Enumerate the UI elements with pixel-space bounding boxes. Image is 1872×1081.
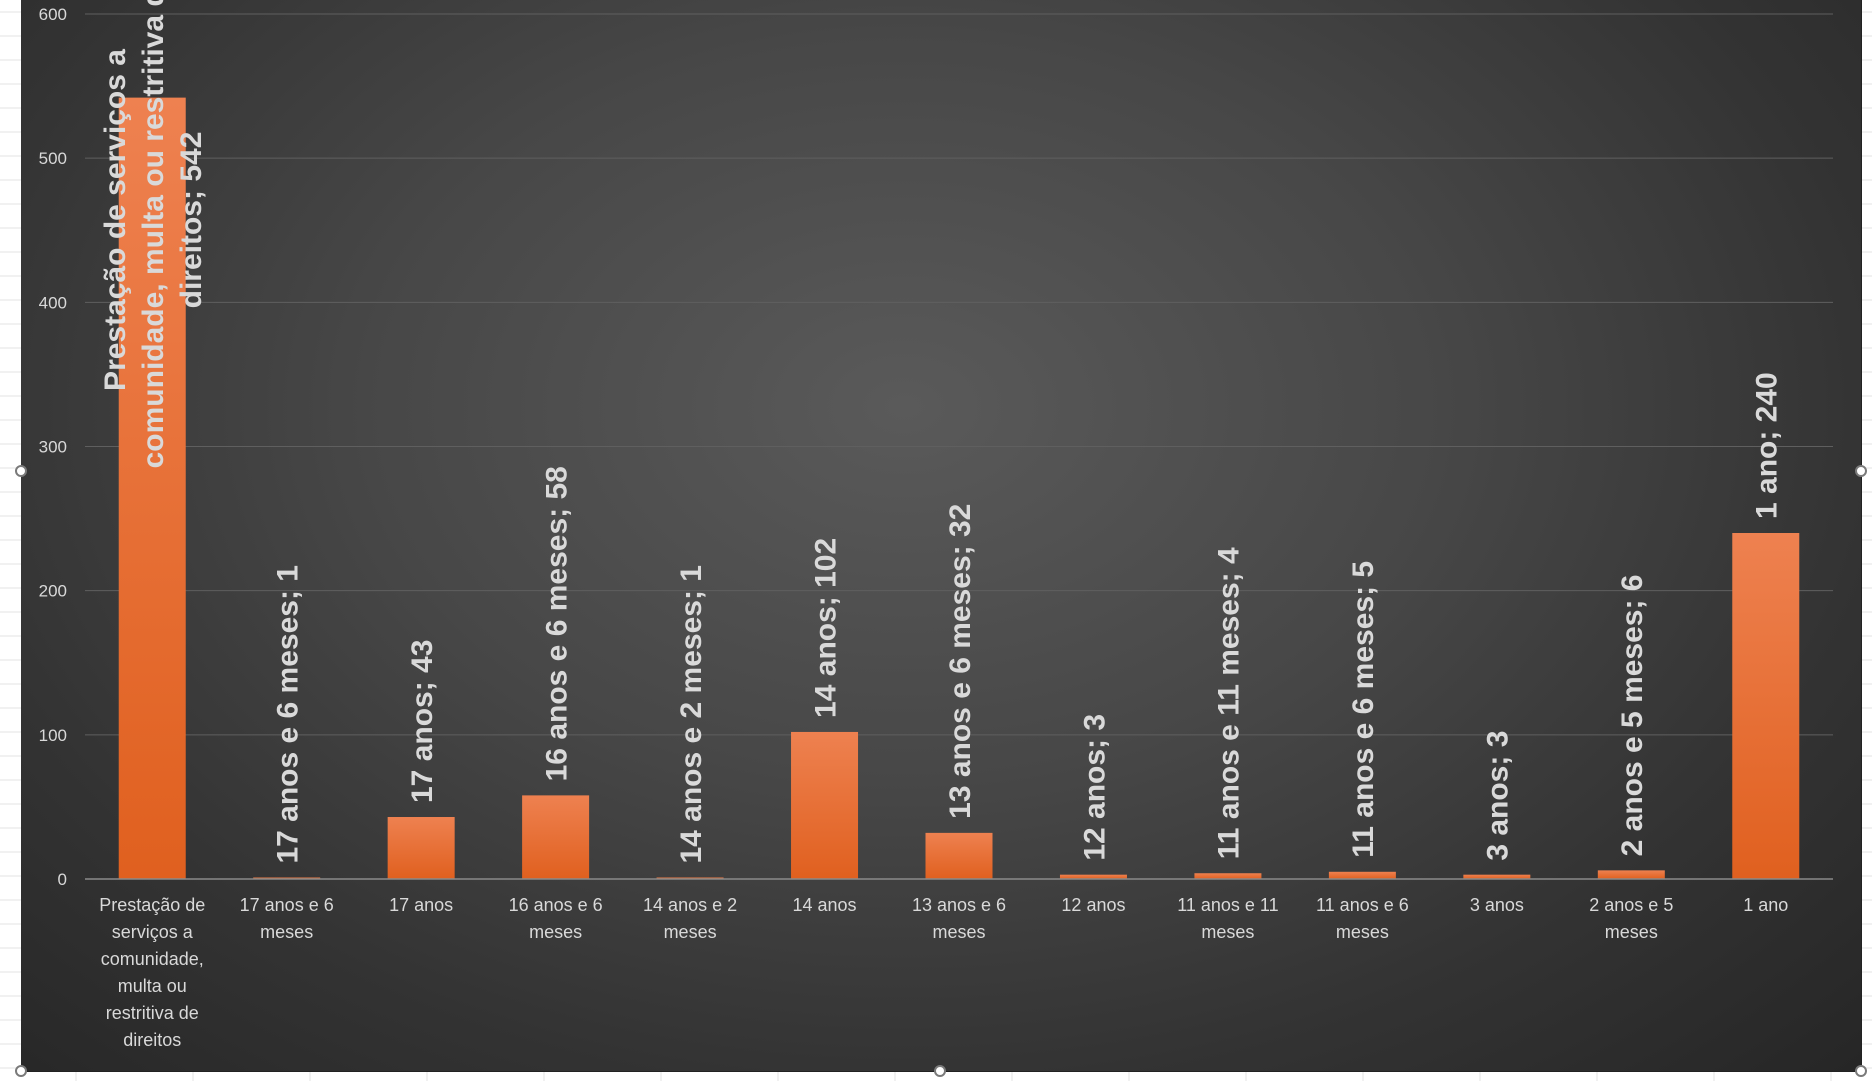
data-label: 11 anos e 6 meses; 5	[1347, 561, 1380, 858]
chart-area[interactable]: 0 100 200 300 400 500 600 Prestação de serviços…	[21, 0, 1862, 1072]
y-axis-tick-labels: 0 100 200 300 400 500 600	[39, 5, 67, 889]
data-label: 14 anos e 2 meses; 1	[675, 565, 708, 864]
data-label: 11 anos e 11 meses; 4	[1213, 547, 1246, 859]
bar	[1328, 871, 1396, 879]
bar-chart: 0 100 200 300 400 500 600 Prestação de serviços…	[39, 0, 1833, 1050]
data-label: 14 anos; 102	[809, 538, 842, 718]
resize-handle-right[interactable]	[1855, 465, 1867, 477]
data-label: 12 anos; 3	[1078, 714, 1111, 861]
data-label: Prestação de serviços a comunidade, multa…	[99, 0, 208, 468]
bar	[1194, 873, 1262, 879]
x-tick-label: 14 anos e 2 meses	[643, 895, 737, 942]
x-tick-label: 1 ano	[1743, 895, 1788, 915]
bar	[1732, 533, 1800, 879]
resize-handle-bottom-center[interactable]	[934, 1065, 946, 1077]
x-tick-label: 16 anos e 6 meses	[509, 895, 603, 942]
data-label: 17 anos e 6 meses; 1	[271, 565, 304, 864]
data-labels: Prestação de serviços a comunidade, multa…	[99, 0, 1784, 864]
y-tick-label: 500	[39, 149, 67, 168]
y-tick-label: 600	[39, 5, 67, 24]
bar	[1463, 874, 1531, 879]
bar	[1597, 870, 1665, 879]
y-tick-label: 0	[58, 870, 67, 889]
bar	[522, 795, 590, 879]
y-tick-label: 400	[39, 293, 67, 312]
x-tick-label: 2 anos e 5 meses	[1589, 895, 1673, 942]
x-tick-label: 17 anos e 6 meses	[240, 895, 334, 942]
x-tick-label: 11 anos e 6 meses	[1316, 895, 1409, 942]
resize-handle-left[interactable]	[15, 465, 27, 477]
y-tick-label: 100	[39, 726, 67, 745]
bar	[791, 731, 859, 879]
bar	[925, 832, 993, 879]
bar	[387, 817, 455, 879]
data-label: 13 anos e 6 meses; 32	[944, 504, 977, 819]
data-label: 1 ano; 240	[1751, 372, 1784, 519]
resize-handle-bottom-right[interactable]	[1855, 1065, 1867, 1077]
data-label: 17 anos; 43	[406, 640, 439, 803]
data-label: 16 anos e 6 meses; 58	[540, 466, 573, 781]
x-tick-label: 11 anos e 11 meses	[1177, 895, 1278, 942]
x-tick-label: 14 anos	[793, 895, 857, 915]
data-label: 2 anos e 5 meses; 6	[1616, 575, 1649, 857]
bar	[1059, 874, 1127, 879]
x-tick-label: 3 anos	[1470, 895, 1524, 915]
x-axis-tick-labels: Prestação de serviços a comunidade, multa o…	[99, 895, 1788, 1050]
x-tick-label: 17 anos	[389, 895, 453, 915]
bar	[118, 97, 186, 879]
x-tick-label: Prestação de serviços a comunidade, multa o…	[99, 895, 205, 1050]
x-tick-label: 12 anos	[1061, 895, 1125, 915]
data-label: 3 anos; 3	[1482, 731, 1515, 861]
bars	[118, 97, 1800, 879]
y-tick-label: 300	[39, 438, 67, 457]
resize-handle-bottom-left[interactable]	[15, 1065, 27, 1077]
x-tick-label: 13 anos e 6 meses	[912, 895, 1006, 942]
gridlines	[85, 13, 1833, 736]
y-tick-label: 200	[39, 582, 67, 601]
